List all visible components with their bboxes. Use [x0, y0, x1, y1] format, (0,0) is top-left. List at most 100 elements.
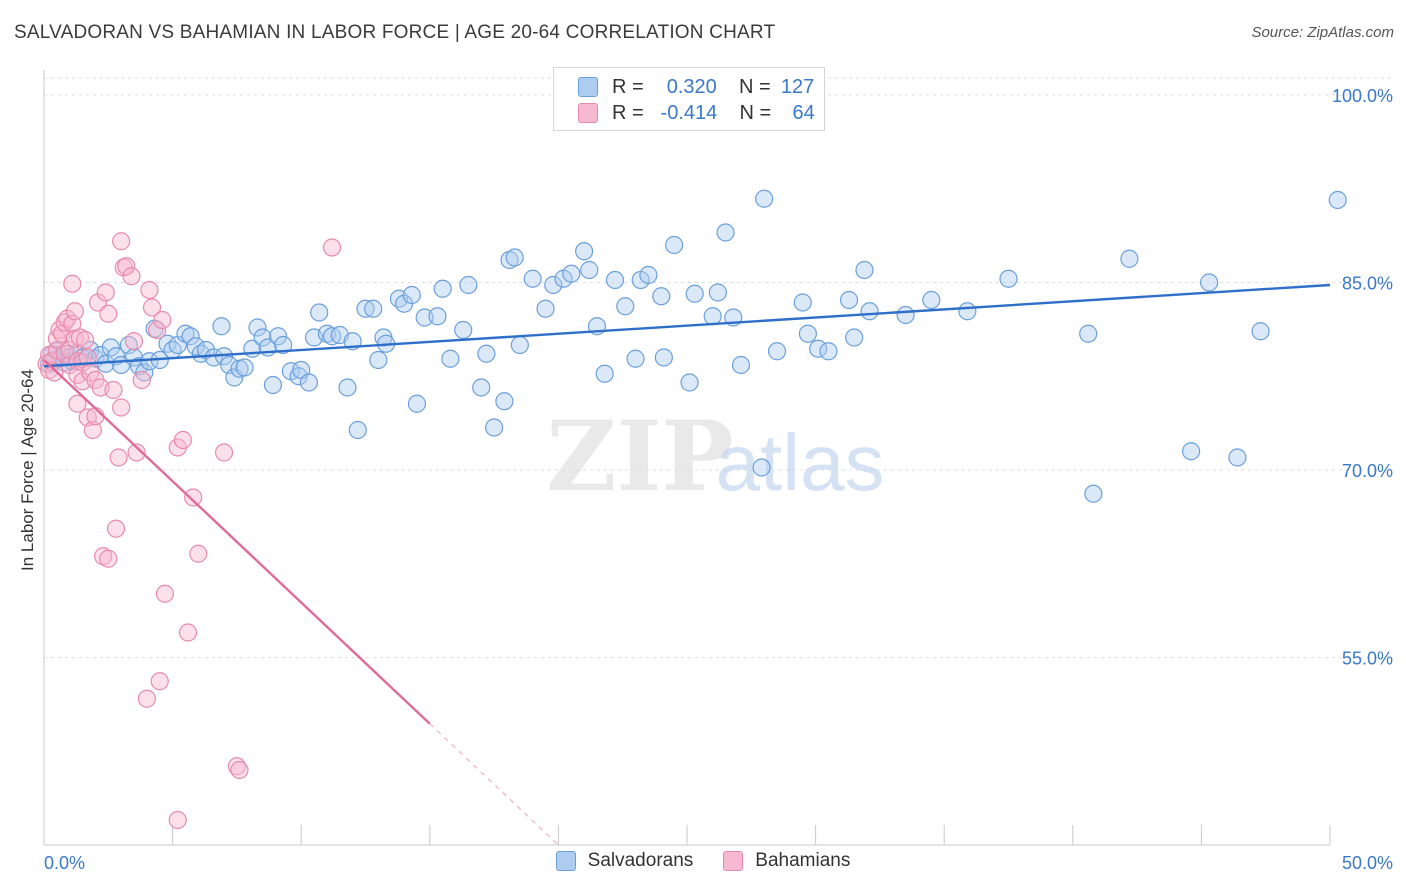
data-point	[65, 302, 84, 321]
data-point	[101, 338, 120, 357]
data-point	[605, 270, 625, 290]
bahamians-swatch-icon	[723, 851, 744, 871]
data-point	[253, 328, 272, 347]
data-point	[196, 340, 216, 360]
y-tick-label: 85.0%	[1342, 274, 1393, 294]
data-point	[140, 280, 159, 300]
watermark-zip: ZIP	[546, 400, 733, 513]
bahamians-swatch-icon	[578, 103, 598, 123]
data-point	[731, 355, 751, 375]
data-point	[472, 378, 491, 397]
data-point	[1200, 273, 1219, 292]
data-point	[127, 443, 146, 462]
data-point	[767, 342, 787, 361]
data-point	[510, 335, 529, 355]
data-point	[153, 310, 172, 330]
bahamians-trend-extension	[429, 723, 559, 846]
n-label: N =	[739, 75, 771, 98]
r-label: R =	[612, 101, 644, 124]
data-point	[616, 297, 635, 316]
data-point	[580, 260, 599, 280]
data-point	[1182, 442, 1201, 461]
data-point	[112, 398, 131, 417]
data-point	[106, 519, 126, 538]
r-value: 0.320	[666, 75, 717, 98]
legend-label: Bahamians	[755, 850, 851, 871]
data-point	[505, 248, 524, 267]
data-point	[839, 290, 859, 310]
data-point	[626, 349, 645, 368]
data-point	[407, 394, 427, 413]
data-point	[63, 274, 82, 293]
data-point	[88, 293, 108, 312]
data-point	[214, 443, 234, 462]
y-tick-label: 100.0%	[1332, 86, 1393, 106]
r-value: -0.414	[660, 101, 718, 124]
salvadorans-points	[40, 189, 1347, 503]
stats-legend: R = 0.320 N = 127 R = -0.414 N = 64	[553, 67, 825, 131]
data-point	[752, 458, 771, 477]
data-point	[415, 308, 434, 327]
data-point	[1228, 448, 1247, 467]
data-point	[348, 420, 367, 440]
data-point	[181, 327, 200, 346]
r-label: R =	[612, 75, 644, 98]
watermark-atlas: atlas	[716, 418, 885, 507]
legend-item-bahamians[interactable]: Bahamians	[723, 850, 850, 872]
data-point	[99, 549, 118, 568]
data-point	[402, 285, 421, 305]
data-point	[148, 320, 167, 340]
x-tick-label: 50.0%	[1342, 853, 1393, 873]
data-point	[595, 364, 614, 383]
data-point	[142, 298, 162, 317]
data-point	[274, 335, 293, 355]
data-point	[860, 302, 879, 321]
bahamians-points	[37, 232, 342, 830]
data-point	[1328, 190, 1347, 210]
data-point	[639, 265, 658, 285]
data-point	[178, 623, 198, 642]
salvadorans-swatch-icon	[555, 851, 576, 871]
data-point	[78, 348, 97, 367]
data-point	[523, 269, 542, 288]
data-point	[798, 324, 817, 343]
data-point	[665, 235, 684, 255]
data-point	[896, 305, 915, 325]
data-point	[322, 238, 342, 257]
data-point	[708, 283, 727, 302]
data-point	[109, 448, 128, 467]
data-point	[1120, 249, 1139, 268]
data-point	[112, 232, 131, 251]
data-point	[364, 299, 383, 318]
data-point	[485, 418, 504, 437]
data-point	[369, 350, 388, 370]
legend-item-salvadorans[interactable]: Salvadorans	[555, 850, 694, 872]
data-point	[137, 689, 156, 708]
data-point	[155, 584, 174, 603]
legend-label: Salvadorans	[587, 850, 694, 871]
data-point	[68, 394, 87, 413]
data-point	[1084, 484, 1103, 503]
data-point	[433, 279, 452, 298]
n-value: 127	[780, 75, 815, 98]
data-point	[99, 304, 118, 323]
data-point	[104, 380, 123, 400]
data-point	[575, 242, 594, 261]
n-label: N =	[739, 101, 772, 124]
data-point	[562, 264, 581, 283]
legend-row-salvadorans: R = 0.320 N = 127	[578, 74, 814, 100]
data-point	[248, 318, 267, 337]
data-point	[495, 392, 514, 411]
data-point	[45, 363, 64, 382]
data-point	[652, 287, 671, 306]
data-point	[230, 760, 249, 780]
data-point	[1079, 324, 1098, 343]
data-point	[189, 544, 208, 563]
data-point	[454, 320, 473, 340]
source-label: Source: ZipAtlas.com	[1251, 24, 1394, 41]
data-point	[459, 275, 478, 295]
data-point	[441, 349, 460, 368]
data-point	[922, 290, 941, 310]
data-point	[268, 327, 288, 346]
